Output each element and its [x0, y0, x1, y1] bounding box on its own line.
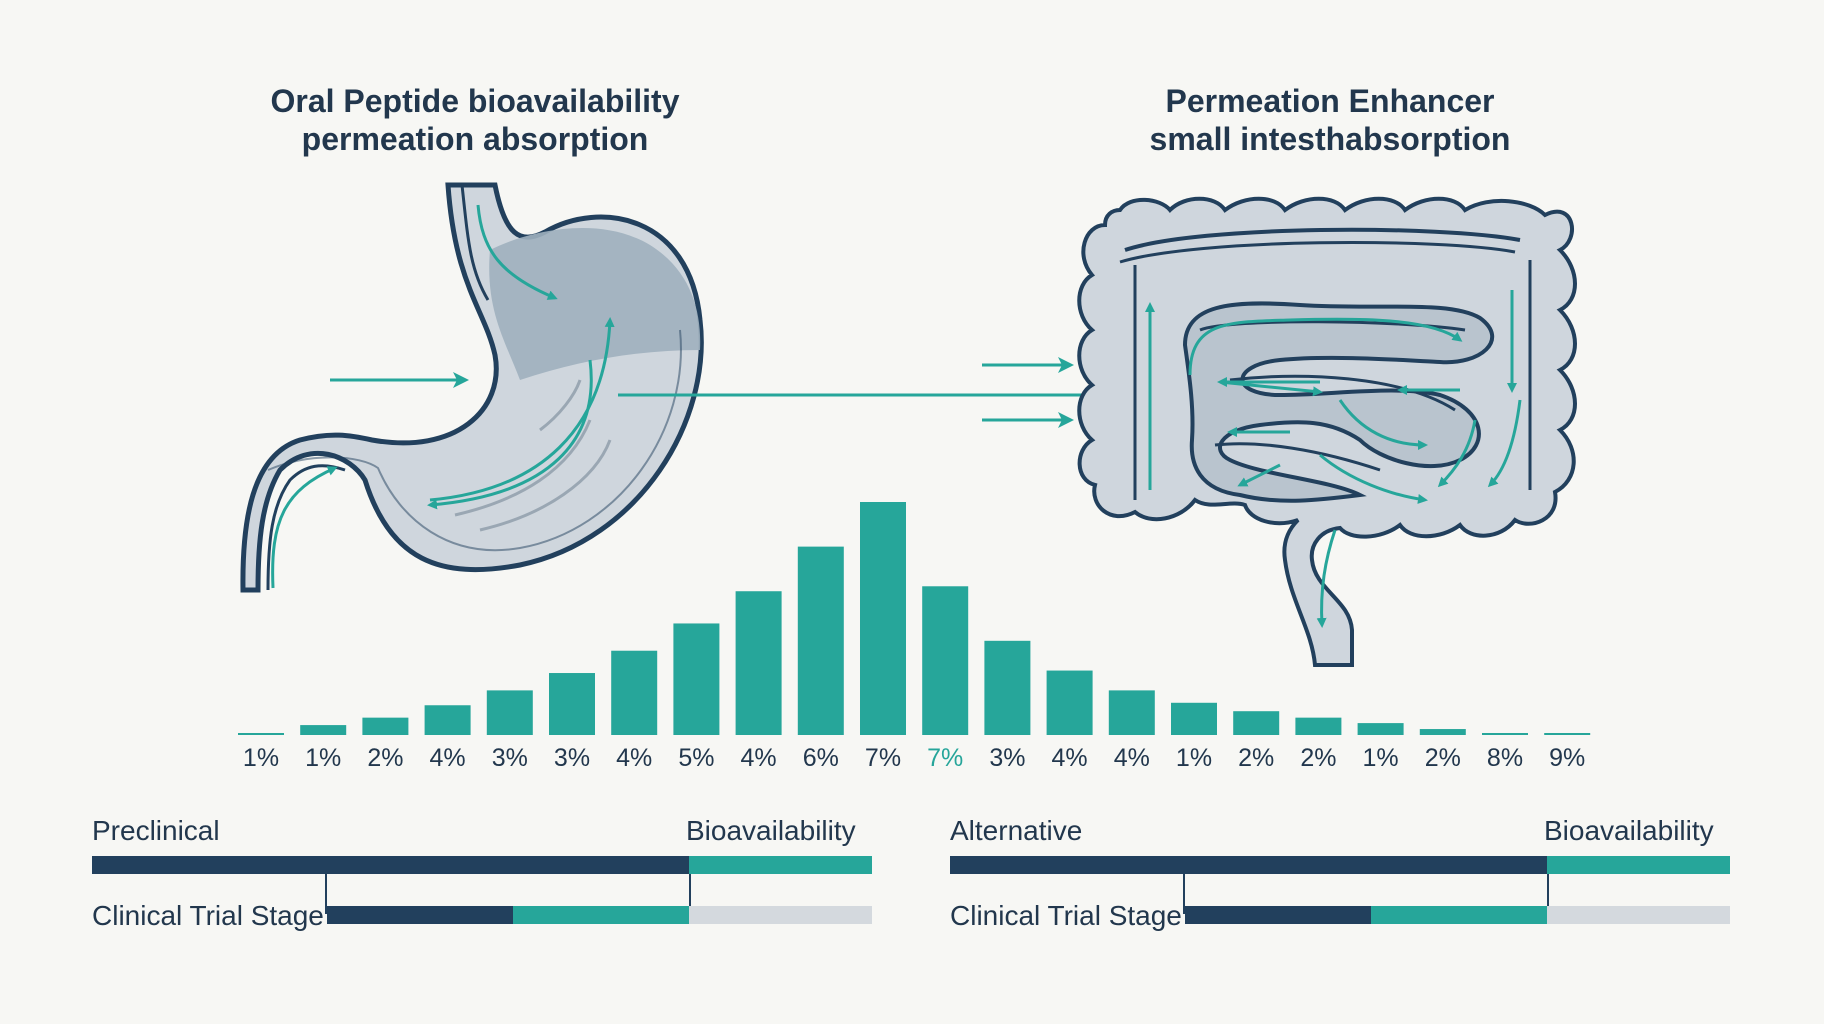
loop-flow-arrow-5	[1338, 399, 1428, 450]
right-stage-divider-1	[1183, 874, 1185, 914]
tick-label-20: 2%	[1424, 744, 1461, 772]
right-bottom-remaining-bar	[1547, 906, 1730, 924]
tick-label-16: 1%	[1175, 744, 1213, 772]
tick-label-5: 3%	[491, 744, 528, 772]
tick-label-21: 8%	[1486, 744, 1524, 772]
left-stage-divider-1	[325, 874, 327, 914]
tick-label-4: 4%	[429, 744, 466, 772]
esophagus-inner-line	[460, 184, 490, 301]
colon-inner-band	[1124, 227, 1521, 252]
stomach-title-line2: permeation absorption	[301, 121, 649, 157]
left-bottom-dark-bar	[327, 906, 513, 924]
bar-17	[1233, 711, 1280, 735]
loop-flow-arrow-8	[1237, 463, 1281, 487]
left-top-teal-bar	[689, 856, 872, 874]
bar-8	[673, 623, 720, 735]
bar-4	[424, 705, 471, 735]
bar-1	[238, 733, 284, 735]
small-intestine-fold-3	[1214, 442, 1381, 472]
bar-10	[797, 546, 844, 735]
stomach-illustration	[240, 182, 704, 593]
bar-18	[1295, 717, 1342, 735]
rectum-flow-arrow	[1316, 529, 1337, 628]
right-top-teal-bar	[1547, 856, 1730, 874]
intestine-title-line2: small intesthabsorption	[1149, 121, 1511, 157]
colon-outline	[1077, 196, 1577, 667]
right-top-dark-bar	[950, 856, 1547, 874]
loop-flow-arrow-3	[1219, 380, 1323, 397]
intestine-title-line1: Permeation Enhancer	[1165, 83, 1495, 119]
bar-12	[922, 586, 969, 735]
right-bottom-label: Clinical Trial Stage	[950, 900, 1182, 931]
tick-label-11: 7%	[864, 744, 902, 772]
right-stage-divider-2	[1547, 874, 1549, 906]
loop-flow-arrow-1	[1188, 317, 1463, 376]
tick-label-7: 4%	[616, 744, 653, 772]
stomach-fold-3	[539, 379, 582, 432]
small-intestine-loops	[1182, 301, 1495, 503]
intestine-title: Permeation Enhancer small intesthabsorpt…	[1030, 82, 1630, 158]
tick-label-15: 4%	[1113, 744, 1150, 772]
tick-label-3: 2%	[367, 744, 404, 772]
tick-label-2: 1%	[305, 744, 342, 772]
small-intestine-fold-2	[1229, 374, 1456, 412]
right-top-label: Alternative	[950, 815, 1083, 846]
bar-22	[1544, 733, 1591, 735]
loop-flow-arrow-7	[1319, 453, 1428, 504]
left-top-right-label: Bioavailability	[686, 815, 856, 846]
stomach-title: Oral Peptide bioavailability permeation …	[175, 82, 775, 158]
left-top-dark-bar	[92, 856, 689, 874]
tick-label-14: 4%	[1051, 744, 1088, 772]
right-top-right-label: Bioavailability	[1544, 815, 1714, 846]
duodenum-inner-line	[266, 464, 346, 591]
tick-label-13: 3%	[989, 744, 1026, 772]
tick-label-12: 7%	[927, 744, 964, 772]
bar-13	[984, 640, 1031, 735]
bar-3	[362, 717, 409, 735]
esophagus-flow-arrow	[476, 204, 558, 300]
stomach-inner-contour	[267, 329, 682, 552]
stomach-fold-1	[454, 419, 592, 517]
bar-15	[1108, 690, 1155, 735]
stomach-down-flow-arrow	[427, 359, 593, 510]
bar-5	[486, 690, 533, 735]
tick-label-18: 2%	[1300, 744, 1337, 772]
tick-label-1: 1%	[242, 744, 280, 772]
right-bottom-dark-bar	[1185, 906, 1371, 924]
tick-label-8: 5%	[678, 744, 715, 772]
tick-label-19: 1%	[1362, 744, 1399, 772]
bar-21	[1482, 733, 1528, 735]
intestine-illustration	[1077, 196, 1577, 667]
right-bottom-teal-bar	[1371, 906, 1547, 924]
stomach-fold-2	[479, 439, 612, 532]
colon-inner-band-lower	[1119, 241, 1516, 264]
left-bottom-teal-bar	[513, 906, 689, 924]
tick-label-6: 3%	[553, 744, 591, 772]
tick-label-9: 4%	[740, 744, 777, 772]
bar-16	[1171, 702, 1217, 735]
left-bottom-label: Clinical Trial Stage	[92, 900, 324, 931]
left-top-label: Preclinical	[92, 815, 220, 846]
tick-label-10: 6%	[802, 744, 839, 772]
bar-9	[735, 591, 782, 735]
bar-14	[1046, 670, 1093, 735]
duodenum-flow-arrow	[271, 466, 338, 589]
tick-label-22: 9%	[1549, 744, 1586, 772]
left-bottom-remaining-bar	[689, 906, 872, 924]
descending-lower-flow-arrow	[1487, 399, 1522, 488]
stomach-title-line1: Oral Peptide bioavailability	[270, 83, 680, 119]
bar-2	[300, 725, 347, 735]
loop-flow-arrow-9	[1437, 419, 1477, 488]
stomach-up-flow-arrow	[429, 317, 615, 502]
bar-20	[1419, 729, 1466, 735]
bar-chart	[238, 502, 1591, 735]
bar-19	[1357, 723, 1404, 735]
stomach-upper-shade	[489, 228, 701, 380]
left-stage-divider-2	[689, 874, 691, 906]
tick-label-17: 2%	[1238, 744, 1275, 772]
bar-11	[860, 502, 906, 735]
bar-7	[611, 650, 658, 735]
bar-6	[549, 673, 595, 735]
